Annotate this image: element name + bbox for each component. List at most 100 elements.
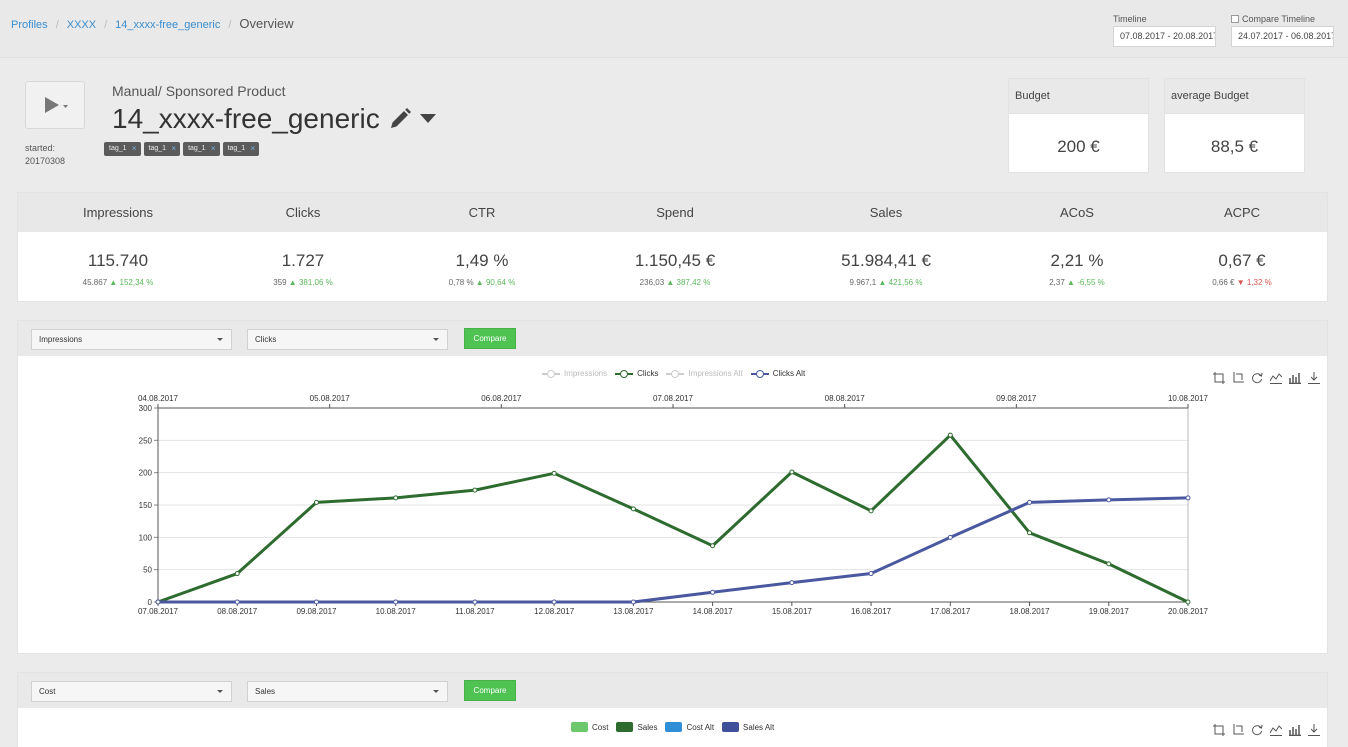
bar-chart-icon[interactable]	[1288, 723, 1301, 736]
kpi-value: 1.727	[281, 251, 325, 270]
tag-chip[interactable]: tag_1 ×	[143, 142, 181, 156]
legend-swatch	[722, 722, 740, 732]
kpi-comparison: 0,78 % ▲ 90,64 %	[387, 278, 577, 287]
remove-tag-icon[interactable]: ×	[131, 144, 137, 153]
compare-button[interactable]: Compare	[464, 680, 516, 701]
remove-tag-icon[interactable]: ×	[171, 144, 177, 153]
x-tick-label: 18.08.2017	[1010, 607, 1051, 616]
legend-item-sales-alt[interactable]: Sales Alt	[722, 722, 774, 732]
kpi-previous-value: 9.967,1	[849, 278, 877, 287]
top-bar: Profiles / XXXX / 14_xxxx-free_generic /…	[0, 0, 1348, 58]
metric-select-1[interactable]: Cost	[31, 681, 232, 702]
legend-swatch	[616, 722, 634, 732]
line-chart-icon[interactable]	[1269, 723, 1282, 736]
download-icon[interactable]	[1307, 371, 1320, 384]
legend-label: Clicks Alt	[772, 369, 806, 378]
tag-chip[interactable]: tag_1 ×	[183, 142, 220, 156]
data-point	[868, 571, 874, 577]
data-point	[1027, 499, 1033, 505]
budget-card: Budget 200 €	[1008, 78, 1149, 173]
x2-tick-label: 07.08.2017	[653, 394, 694, 403]
data-point	[551, 470, 557, 476]
data-point	[472, 487, 478, 493]
tag-list: tag_1 × tag_1 × tag_1 × tag_1 ×	[104, 142, 260, 156]
breadcrumb-profiles[interactable]: Profiles	[11, 19, 48, 31]
zoom-icon[interactable]	[1212, 723, 1225, 736]
data-point	[313, 499, 319, 505]
chart-toolbox	[1212, 371, 1320, 384]
y-tick-label: 300	[139, 404, 153, 413]
kpi-change-percent: 1,32 %	[1246, 278, 1272, 287]
kpi-value: 115.740	[87, 251, 149, 270]
restore-icon[interactable]	[1250, 723, 1263, 736]
data-point	[472, 599, 478, 605]
restore-icon[interactable]	[1250, 371, 1263, 384]
kpi-name: Clicks	[285, 205, 321, 220]
breadcrumb-account[interactable]: XXXX	[66, 19, 97, 31]
remove-tag-icon[interactable]: ×	[210, 144, 216, 153]
x-tick-label: 17.08.2017	[930, 607, 971, 616]
tag-chip[interactable]: tag_1 ×	[222, 142, 260, 156]
y-tick-label: 200	[139, 469, 153, 478]
zoom-reset-icon[interactable]	[1231, 723, 1244, 736]
x-tick-label: 16.08.2017	[851, 607, 892, 616]
x2-tick-label: 09.08.2017	[996, 394, 1037, 403]
tag-chip[interactable]: tag_1 ×	[104, 142, 141, 156]
legend-item-impressions-alt[interactable]: Impressions Alt	[666, 369, 743, 378]
breadcrumb-separator: /	[104, 19, 108, 31]
metric-select-2[interactable]: Clicks	[247, 329, 448, 350]
play-dropdown-button[interactable]	[25, 81, 85, 129]
legend-swatch	[571, 722, 588, 732]
data-point	[234, 571, 240, 577]
compare-timeline-checkbox[interactable]	[1231, 14, 1239, 23]
data-point	[393, 599, 399, 605]
kpi-value: 1,49 %	[455, 251, 509, 270]
legend-item-impressions[interactable]: Impressions	[542, 369, 607, 378]
kpi-change-percent: 421,56 %	[888, 278, 923, 287]
chart-panel-clicks: Impressions Clicks Compare Impressions Cl…	[17, 320, 1328, 654]
campaign-title: 14_xxxx-free_generic	[112, 103, 380, 134]
tag-label: tag_1	[188, 145, 206, 152]
metric-select-1[interactable]: Impressions	[31, 329, 232, 350]
legend-line-swatch	[666, 369, 685, 378]
legend-item-clicks-alt[interactable]: Clicks Alt	[750, 369, 806, 378]
kpi-previous-value: 2,37	[1049, 278, 1065, 287]
data-point	[1106, 561, 1112, 567]
kpi-previous-value: 0,66 €	[1212, 278, 1235, 287]
pencil-icon[interactable]	[388, 107, 412, 131]
line-chart-icon[interactable]	[1269, 371, 1282, 384]
data-point	[393, 495, 399, 501]
metric-select-2-value: Sales	[255, 687, 276, 696]
campaign-title-row: 14_xxxx-free_generic	[112, 103, 436, 135]
x2-tick-label: 05.08.2017	[310, 394, 351, 403]
started-info: started: 20170308	[25, 142, 65, 168]
y-tick-label: 0	[148, 598, 153, 607]
legend-item-cost-alt[interactable]: Cost Alt	[665, 722, 714, 732]
kpi-comparison: 359 ▲ 381,06 %	[208, 278, 398, 287]
legend-item-cost[interactable]: Cost	[571, 722, 608, 732]
timeline-label: Timeline	[1113, 13, 1147, 24]
clicks-line-chart: 0 50 100 150 200 250 300 07.08.2017 08.08.2017 09…	[138, 394, 1209, 616]
zoom-icon[interactable]	[1212, 371, 1225, 384]
compare-timeline-input[interactable]: 24.07.2017 - 06.08.2017	[1231, 26, 1334, 47]
download-icon[interactable]	[1307, 723, 1320, 736]
data-point	[868, 508, 874, 514]
legend-swatch	[665, 722, 683, 732]
zoom-reset-icon[interactable]	[1231, 371, 1244, 384]
bar-chart-icon[interactable]	[1288, 371, 1301, 384]
x-tick-label: 19.08.2017	[1089, 607, 1130, 616]
caret-down-icon[interactable]	[419, 114, 436, 124]
legend-item-clicks[interactable]: Clicks	[615, 369, 658, 378]
legend-label: Impressions Alt	[688, 369, 743, 378]
remove-tag-icon[interactable]: ×	[250, 144, 256, 153]
x-tick-label: 20.08.2017	[1168, 607, 1209, 616]
chevron-down-icon	[433, 338, 439, 341]
timeline-input[interactable]: 07.08.2017 - 20.08.2017	[1113, 26, 1216, 47]
legend-item-sales[interactable]: Sales	[616, 722, 657, 732]
breadcrumb-campaign[interactable]: 14_xxxx-free_generic	[115, 19, 221, 31]
kpi-comparison: 9.967,1 ▲ 421,56 %	[791, 278, 981, 287]
kpi-previous-value: 45.867	[82, 278, 108, 287]
x-tick-label: 08.08.2017	[217, 607, 258, 616]
compare-button[interactable]: Compare	[464, 328, 516, 349]
metric-select-2[interactable]: Sales	[247, 681, 448, 702]
